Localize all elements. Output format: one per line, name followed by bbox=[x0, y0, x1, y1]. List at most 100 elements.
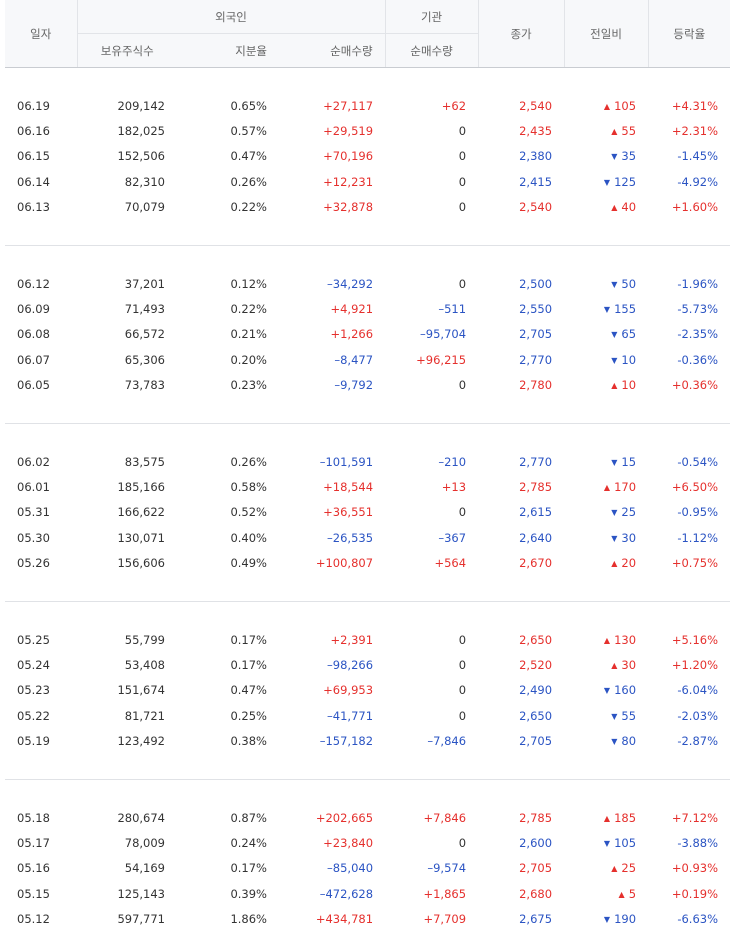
change-value: 170 bbox=[614, 479, 637, 494]
cell-close: 2,435 bbox=[519, 124, 553, 139]
change-value: 105 bbox=[614, 98, 637, 113]
cell-rate: +5.16% bbox=[671, 632, 719, 647]
change-value: 25 bbox=[621, 861, 637, 876]
cell-institution-net: +7,846 bbox=[423, 810, 467, 825]
header-foreign-group: 외국인 bbox=[76, 0, 386, 34]
cell-foreign-net: +69,953 bbox=[323, 683, 374, 698]
cell-share: 0.22% bbox=[230, 302, 267, 317]
cell-close: 2,615 bbox=[519, 505, 553, 520]
triangle-up-icon: ▲ bbox=[611, 660, 618, 670]
cell-share: 0.17% bbox=[230, 632, 267, 647]
cell-rate: -0.36% bbox=[677, 352, 719, 367]
cell-change: ▼ 15 bbox=[564, 449, 648, 474]
triangle-down-icon: ▼ bbox=[611, 457, 618, 467]
cell-close: 2,540 bbox=[519, 98, 553, 113]
cell-rate: -2.35% bbox=[677, 327, 719, 342]
cell-holdings: 73,783 bbox=[124, 378, 165, 393]
cell-rate: -2.87% bbox=[677, 734, 719, 749]
cell-share: 0.12% bbox=[230, 276, 267, 291]
cell-foreign-net: +29,519 bbox=[323, 124, 374, 139]
cell-institution-net: 0 bbox=[458, 835, 467, 850]
change-value: 50 bbox=[621, 276, 637, 291]
cell-share: 0.47% bbox=[230, 683, 267, 698]
change-value: 30 bbox=[621, 530, 637, 545]
cell-foreign-net: +2,391 bbox=[330, 632, 374, 647]
change-value: 55 bbox=[621, 124, 637, 139]
cell-share: 0.40% bbox=[230, 530, 267, 545]
cell-institution-net: –511 bbox=[438, 302, 467, 317]
group-spacer bbox=[5, 398, 730, 424]
cell-rate: -6.04% bbox=[677, 683, 719, 698]
cell-date: 06.07 bbox=[17, 352, 50, 367]
cell-share: 0.17% bbox=[230, 861, 267, 876]
change-value: 185 bbox=[614, 810, 637, 825]
cell-foreign-net: –9,792 bbox=[334, 378, 374, 393]
cell-close: 2,650 bbox=[519, 708, 553, 723]
cell-holdings: 130,071 bbox=[117, 530, 165, 545]
cell-change: ▲ 30 bbox=[564, 652, 648, 677]
cell-holdings: 152,506 bbox=[117, 149, 165, 164]
cell-rate: +1.20% bbox=[671, 657, 719, 672]
group-spacer bbox=[5, 754, 730, 780]
cell-change: ▼ 105 bbox=[564, 830, 648, 855]
cell-share: 0.52% bbox=[230, 505, 267, 520]
cell-close: 2,675 bbox=[519, 912, 553, 927]
cell-institution-net: +96,215 bbox=[416, 352, 467, 367]
table-row: 05.19 123,492 0.38% –157,182 –7,846 2,705 ▼ 80 -… bbox=[5, 728, 730, 753]
cell-change: ▲ 5 bbox=[564, 881, 648, 906]
triangle-down-icon: ▼ bbox=[603, 838, 611, 848]
cell-institution-net: 0 bbox=[458, 657, 467, 672]
table-row: 06.07 65,306 0.20% –8,477 +96,215 2,770 ▼ 10 -0.… bbox=[5, 347, 730, 372]
cell-change: ▼ 50 bbox=[564, 271, 648, 296]
cell-date: 05.18 bbox=[17, 810, 50, 825]
change-value: 125 bbox=[614, 174, 637, 189]
cell-share: 0.65% bbox=[230, 98, 267, 113]
cell-foreign-net: –34,292 bbox=[327, 276, 374, 291]
cell-share: 0.47% bbox=[230, 149, 267, 164]
cell-date: 06.14 bbox=[17, 174, 50, 189]
cell-close: 2,705 bbox=[519, 734, 553, 749]
change-value: 65 bbox=[621, 327, 637, 342]
cell-date: 05.30 bbox=[17, 530, 50, 545]
cell-foreign-net: –85,040 bbox=[327, 861, 374, 876]
triangle-down-icon: ▼ bbox=[611, 737, 618, 747]
change-value: 15 bbox=[621, 454, 637, 469]
triangle-up-icon: ▲ bbox=[603, 635, 611, 645]
cell-date: 05.31 bbox=[17, 505, 50, 520]
triangle-up-icon: ▲ bbox=[611, 559, 618, 569]
investor-trading-table: 일자 외국인 기관 종가 전일비 등락율 보유주식수 지분율 순매수량 순매수량… bbox=[5, 0, 731, 932]
change-value: 40 bbox=[621, 200, 637, 215]
change-value: 10 bbox=[621, 352, 637, 367]
change-value: 20 bbox=[621, 556, 637, 571]
table-row: 06.16 182,025 0.57% +29,519 0 2,435 ▲ 55 +2.31% bbox=[5, 118, 730, 143]
cell-share: 0.25% bbox=[230, 708, 267, 723]
header-holdings: 보유주식수 bbox=[76, 33, 177, 68]
group-divider bbox=[5, 423, 731, 424]
cell-date: 05.22 bbox=[17, 708, 50, 723]
table-row: 06.09 71,493 0.22% +4,921 –511 2,550 ▼ 155 -5.73… bbox=[5, 296, 730, 321]
cell-rate: -1.45% bbox=[677, 149, 719, 164]
change-value: 30 bbox=[621, 657, 637, 672]
cell-foreign-net: –101,591 bbox=[319, 454, 374, 469]
cell-institution-net: 0 bbox=[458, 276, 467, 291]
triangle-down-icon: ▼ bbox=[603, 177, 611, 187]
cell-close: 2,540 bbox=[519, 200, 553, 215]
group-divider bbox=[5, 779, 731, 780]
cell-date: 06.16 bbox=[17, 124, 50, 139]
cell-date: 06.13 bbox=[17, 200, 50, 215]
cell-close: 2,600 bbox=[519, 835, 553, 850]
change-value: 190 bbox=[614, 912, 637, 927]
cell-date: 06.08 bbox=[17, 327, 50, 342]
header-share: 지분율 bbox=[177, 33, 279, 68]
cell-rate: -3.88% bbox=[677, 835, 719, 850]
cell-foreign-net: –472,628 bbox=[319, 886, 374, 901]
cell-date: 05.19 bbox=[17, 734, 50, 749]
cell-institution-net: 0 bbox=[458, 683, 467, 698]
cell-rate: -0.54% bbox=[677, 454, 719, 469]
group-divider bbox=[5, 245, 731, 246]
cell-institution-net: 0 bbox=[458, 708, 467, 723]
cell-institution-net: +62 bbox=[441, 98, 467, 113]
cell-holdings: 53,408 bbox=[124, 657, 165, 672]
cell-institution-net: +564 bbox=[434, 556, 467, 571]
triangle-up-icon: ▲ bbox=[611, 864, 618, 874]
